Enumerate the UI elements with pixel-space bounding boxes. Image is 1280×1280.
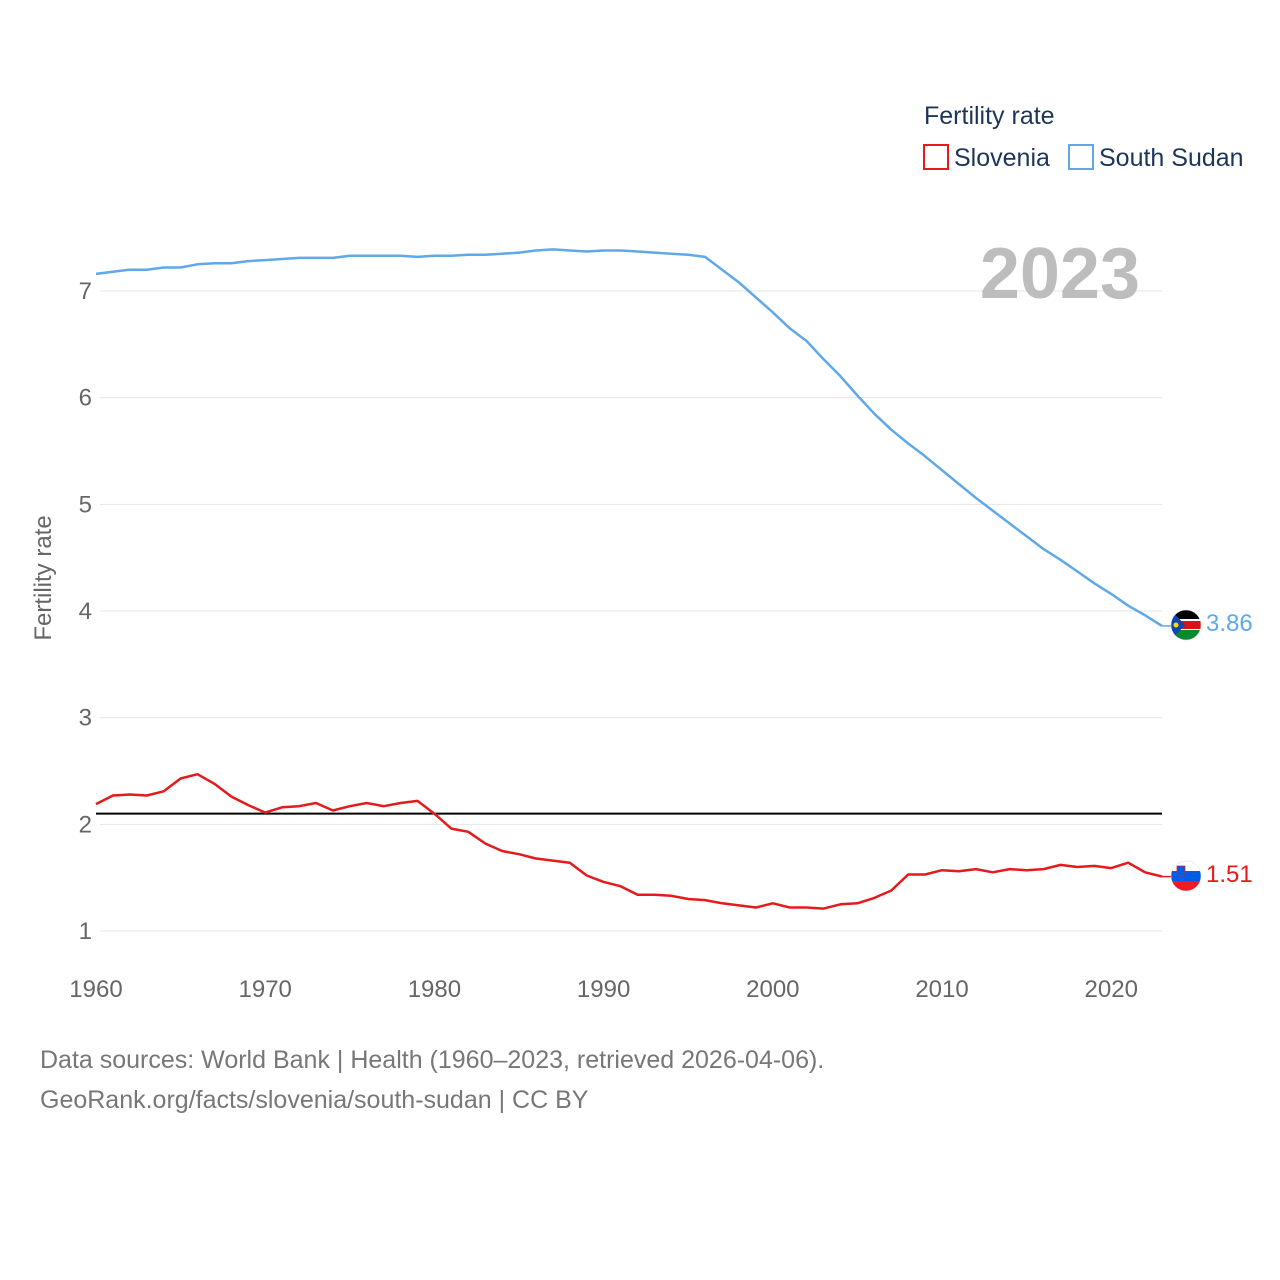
x-tick-label: 2020: [1085, 976, 1138, 1003]
legend: Fertility rate Slovenia South Sudan: [923, 102, 1244, 172]
y-tick-label: 7: [79, 278, 92, 305]
data-sources-text: Data sources: World Bank | Health (1960–…: [40, 1046, 825, 1074]
y-axis-title: Fertility rate: [30, 515, 57, 640]
y-tick-label: 6: [79, 385, 92, 412]
source-url-text: GeoRank.org/facts/slovenia/south-sudan |…: [40, 1086, 589, 1114]
south-sudan-flag-border: [1170, 609, 1202, 641]
y-tick-label: 1: [79, 918, 92, 945]
y-tick-label: 5: [79, 491, 92, 518]
x-tick-label: 1970: [239, 976, 292, 1003]
year-indicator: 2023: [980, 234, 1140, 314]
x-tick-label: 1980: [408, 976, 461, 1003]
x-tick-label: 1960: [69, 976, 122, 1003]
x-axis-ticks: 1960 1970 1980 1990 2000 2010 2020: [69, 976, 1138, 1003]
legend-swatch-south-sudan: [1068, 144, 1094, 170]
y-tick-label: 2: [79, 811, 92, 838]
y-axis-ticks: 1 2 3 4 5 6 7: [79, 278, 92, 945]
footer: Data sources: World Bank | Health (1960–…: [40, 1040, 824, 1120]
legend-swatch-slovenia: [923, 144, 949, 170]
legend-label-south-sudan: South Sudan: [1099, 144, 1244, 172]
legend-label-slovenia: Slovenia: [954, 144, 1050, 172]
y-tick-label: 3: [79, 705, 92, 732]
slovenia-flag-icon: [1171, 861, 1201, 891]
slovenia-flag-border: [1170, 860, 1202, 892]
gridlines: [100, 290, 1162, 932]
end-value-slovenia: 1.51: [1206, 861, 1253, 888]
legend-title: Fertility rate: [924, 102, 1055, 130]
x-tick-label: 2000: [746, 976, 799, 1003]
series-line-south-sudan: [95, 248, 1163, 627]
south-sudan-flag-icon: [1171, 610, 1201, 640]
x-tick-label: 2010: [915, 976, 968, 1003]
y-tick-label: 4: [79, 598, 92, 625]
x-tick-label: 1990: [577, 976, 630, 1003]
series-line-slovenia: [95, 772, 1163, 910]
end-value-south-sudan: 3.86: [1206, 610, 1253, 637]
